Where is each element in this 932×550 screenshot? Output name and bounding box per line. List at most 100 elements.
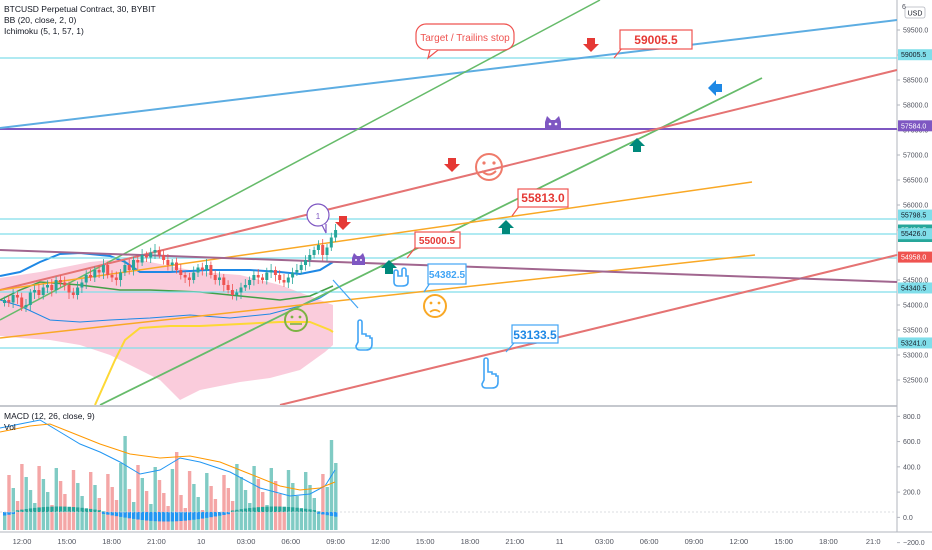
target-callout[interactable]: Target / Trailins stop (415, 23, 515, 60)
volume-bar (58, 481, 63, 530)
macd-hist-bar (286, 506, 291, 512)
price-tick-label: 56500.0 (903, 178, 928, 185)
price-tick-label: 58000.0 (903, 103, 928, 110)
volume-bar (222, 475, 226, 530)
macd-hist-bar (282, 506, 286, 512)
candle-body (200, 267, 204, 270)
candle-body (213, 275, 217, 280)
time-tick-label: 11 (556, 537, 564, 546)
candle-body (291, 272, 295, 278)
candle-body (80, 282, 84, 288)
candle-body (37, 290, 41, 295)
macd-hist-bar (76, 507, 80, 512)
macd-hist-bar (110, 512, 114, 516)
volume-bar (312, 498, 316, 530)
currency-badge[interactable]: USD (904, 6, 926, 19)
candle-body (76, 287, 80, 295)
macd-hist-bar (196, 512, 200, 520)
macd-hist-bar (71, 507, 76, 512)
macd-hist-bar (15, 510, 20, 512)
price-tag (898, 282, 932, 294)
macd-hist-bar (200, 512, 205, 519)
macd-hist-bar (101, 512, 106, 514)
time-axis[interactable]: 12:00 15:00 18:00 21:00 10 03:00 06:00 09:00 12:… (13, 537, 881, 546)
price-callout-text: 54382.5 (429, 270, 466, 281)
candle-body (144, 255, 148, 258)
callout-pointer (332, 279, 359, 309)
macd-hist-bar (127, 512, 132, 519)
macd-hist-bar (213, 512, 218, 517)
macd-hist-bar (316, 512, 321, 514)
volume-bar (106, 474, 110, 530)
macd-hist-bar (329, 512, 334, 516)
target-callout-text: Target / Trailins stop (420, 33, 510, 44)
macd-hist-bar (273, 506, 278, 512)
volume-bar (144, 491, 149, 530)
candle-body (20, 297, 24, 308)
macd-hist-bar (11, 512, 15, 515)
candle-body (149, 252, 153, 258)
volume-bar (33, 503, 37, 530)
volume-bar (334, 463, 338, 530)
time-tick-label: 12:00 (729, 537, 748, 546)
price-axis-top-label: 6 (902, 4, 906, 11)
time-tick-label: 12:00 (371, 537, 390, 546)
candle-body (132, 260, 135, 270)
volume-bar (93, 485, 97, 530)
macd-hist-bar (299, 508, 304, 512)
macd-hist-bar (136, 512, 140, 520)
candle-body (278, 275, 282, 280)
candle-body (63, 282, 67, 285)
macd-hist-bar (252, 507, 256, 512)
macd-hist-bar (67, 506, 71, 512)
macd-hist-bar (84, 508, 89, 512)
candle-body (295, 270, 299, 273)
candle-body (84, 275, 88, 283)
volume-bar (127, 489, 132, 530)
price-axis[interactable]: 59500.059000.058500.058000.057500.057000… (897, 28, 928, 385)
volume-bar (205, 473, 209, 530)
number-callout[interactable]: 1 (306, 203, 330, 234)
left-arrow-icon (708, 80, 722, 96)
time-tick-label: 18:00 (102, 537, 121, 546)
price-callout-54382[interactable]: 54382.5 (427, 263, 467, 285)
price-callout-55813[interactable]: 55813.0 (517, 188, 569, 208)
price-callout-59005[interactable]: 59005.5 (619, 29, 693, 50)
volume-bar (321, 474, 325, 530)
macd-hist-bar (89, 508, 93, 512)
candle-body (50, 285, 54, 290)
volume-bar (84, 509, 89, 530)
ichimoku-indicator-label[interactable]: Ichimoku (5, 1, 57, 1) (4, 26, 84, 36)
volume-bar (97, 498, 101, 530)
price-tag (898, 228, 932, 240)
price-tag (898, 209, 932, 221)
candle-body (205, 265, 209, 270)
price-callout-55000[interactable]: 55000.5 (414, 231, 461, 249)
price-tick-label: 53000.0 (903, 353, 928, 360)
macd-axis[interactable]: 800.0 600.0 400.0 200.0 0.0 −200.0 (897, 414, 925, 547)
macd-hist-bar (187, 512, 192, 521)
bb-indicator-label[interactable]: BB (20, close, 2, 0) (4, 15, 76, 25)
volume-bar (273, 481, 278, 530)
macd-hist-bar (295, 507, 299, 512)
volume-bar (248, 503, 252, 530)
candle-body (175, 262, 178, 270)
price-tag-label: 54340.5 (901, 285, 926, 292)
volume-bar (20, 464, 24, 530)
vol-indicator-label[interactable]: Vol (4, 422, 16, 432)
price-tick-label: 59500.0 (903, 28, 928, 35)
volume-bar (136, 465, 140, 530)
currency-label: USD (908, 11, 923, 18)
price-callout-53133[interactable]: 53133.5 (511, 324, 559, 344)
ichimoku-cloud (0, 258, 333, 400)
macd-indicator-label[interactable]: MACD (12, 26, close, 9) (4, 411, 95, 421)
volume-bar (101, 511, 106, 530)
time-tick-label: 21:0 (866, 537, 881, 546)
macd-hist-bar (7, 512, 11, 515)
macd-line (0, 419, 336, 497)
macd-hist-bar (261, 506, 265, 512)
macd-hist-bar (93, 509, 97, 512)
volume-bar (15, 501, 20, 530)
macd-hist-bar (162, 512, 166, 522)
